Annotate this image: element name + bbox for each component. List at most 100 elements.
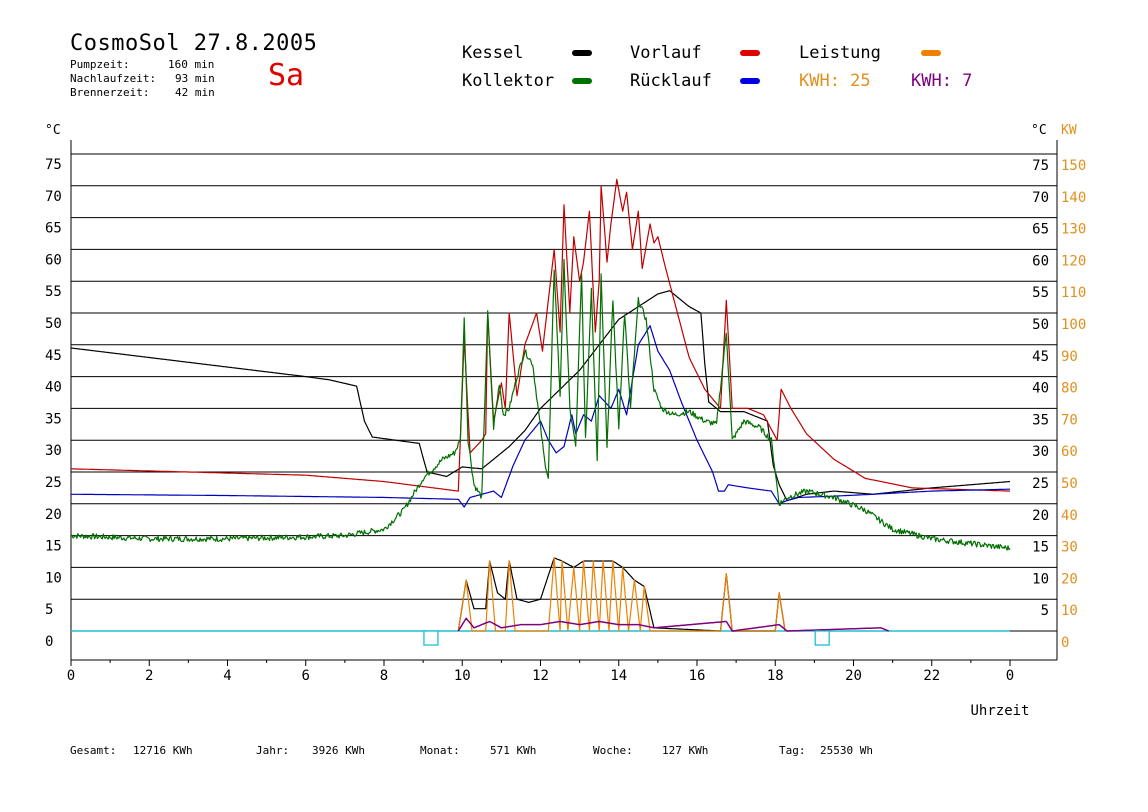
series-vorlauf [71, 178, 1011, 492]
y-tick-left: 75 [45, 157, 62, 173]
y-unit-left: °C [45, 123, 61, 138]
x-tick-label: 2 [145, 668, 153, 684]
legend-ruecklauf-swatch [740, 78, 760, 84]
y-tick-left: 30 [45, 443, 62, 459]
y-tick-right: 55 [1032, 285, 1049, 301]
y-tick-right: 65 [1032, 222, 1049, 238]
y-tick-kw: 100 [1061, 317, 1086, 333]
y-tick-right: 30 [1032, 444, 1049, 460]
y-tick-kw: 150 [1061, 158, 1086, 174]
footer-tag-label: Tag: [779, 744, 806, 757]
y-tick-right: 45 [1032, 349, 1049, 365]
time-marker [423, 630, 439, 646]
series-kollektorertrag-kw [457, 617, 889, 632]
legend-vorlauf-label: Vorlauf [630, 43, 702, 63]
footer-gesamt-value: 12716 KWh [133, 744, 193, 757]
stat-pumpzeit-value: 160 min [168, 58, 215, 71]
footer-jahr-value: 3926 KWh [312, 744, 365, 757]
y-tick-left: 60 [45, 252, 62, 268]
x-tick-label: 8 [380, 668, 388, 684]
legend-kollektor-swatch [572, 78, 592, 84]
y-tick-left: 5 [45, 602, 53, 618]
legend-kollektor-label: Kollektor [462, 71, 555, 91]
y-tick-kw: 50 [1061, 476, 1078, 492]
y-tick-kw: 120 [1061, 253, 1086, 269]
footer-monat-value: 571 KWh [490, 744, 537, 757]
x-tick-label: 22 [923, 668, 940, 684]
y-tick-kw: 40 [1061, 508, 1078, 524]
stat-nachlaufzeit-value: 93 min [175, 72, 215, 85]
y-tick-right: 5 [1041, 603, 1049, 619]
x-tick-label: 0 [1006, 668, 1014, 684]
footer-monat-label: Monat: [420, 744, 460, 757]
stat-nachlaufzeit-label: Nachlaufzeit: [70, 72, 157, 85]
x-tick-label: 20 [845, 668, 862, 684]
stat-pumpzeit-label: Pumpzeit: [70, 58, 130, 71]
chart-title: CosmoSol 27.8.2005 [70, 31, 318, 56]
footer-woche-value: 127 KWh [662, 744, 709, 757]
footer-gesamt-label: Gesamt: [70, 744, 117, 757]
legend-ruecklauf-label: Rücklauf [630, 71, 712, 91]
legend-kessel-swatch [572, 50, 592, 56]
x-tick-label: 16 [689, 668, 706, 684]
y-tick-kw: 10 [1061, 603, 1078, 619]
y-tick-left: 15 [45, 539, 62, 555]
legend-vorlauf-swatch [740, 50, 760, 56]
y-tick-right: 40 [1032, 381, 1049, 397]
y-tick-kw: 80 [1061, 381, 1078, 397]
y-tick-kw: 110 [1061, 285, 1086, 301]
x-tick-label: 6 [302, 668, 310, 684]
series-kollektor [70, 258, 1011, 551]
y-tick-left: 20 [45, 507, 62, 523]
y-tick-left: 50 [45, 316, 62, 332]
y-tick-left: 10 [45, 570, 62, 586]
weekday-label: Sa [268, 58, 305, 93]
stat-brennerzeit-label: Brennerzeit: [70, 86, 150, 99]
series-ruecklauf [71, 325, 1010, 508]
legend-kwh-collector: KWH: 7 [911, 71, 973, 91]
y-tick-right: 50 [1032, 317, 1049, 333]
x-tick-label: 18 [767, 668, 784, 684]
y-tick-kw: 70 [1061, 412, 1078, 428]
x-axis-label: Uhrzeit [970, 703, 1029, 719]
y-tick-kw: 60 [1061, 444, 1078, 460]
y-tick-right: 15 [1032, 540, 1049, 556]
y-tick-left: 65 [45, 221, 62, 237]
y-tick-left: 55 [45, 284, 62, 300]
legend-leistung-swatch [921, 50, 941, 56]
y-tick-left: 45 [45, 348, 62, 364]
legend-leistung-label: Leistung [799, 43, 881, 63]
legend-kwh-total: KWH: 25 [799, 71, 871, 91]
stat-brennerzeit-value: 42 min [175, 86, 215, 99]
x-tick-label: 0 [67, 668, 75, 684]
y-tick-right: 35 [1032, 412, 1049, 428]
y-tick-kw: 90 [1061, 349, 1078, 365]
y-tick-right: 60 [1032, 253, 1049, 269]
y-tick-left: 40 [45, 380, 62, 396]
y-tick-left: 0 [45, 634, 53, 650]
y-tick-kw: 140 [1061, 190, 1086, 206]
y-unit-kw: KW [1061, 123, 1077, 138]
footer-jahr-label: Jahr: [256, 744, 290, 757]
y-tick-kw: 130 [1061, 222, 1086, 238]
y-tick-left: 70 [45, 189, 62, 205]
series-kessel [70, 290, 1011, 502]
x-tick-label: 14 [610, 668, 627, 684]
series-leistung-kw [457, 557, 786, 632]
y-tick-left: 25 [45, 475, 62, 491]
y-tick-right: 25 [1032, 476, 1049, 492]
time-marker [814, 630, 830, 646]
y-tick-kw: 30 [1061, 540, 1078, 556]
y-tick-right: 20 [1032, 508, 1049, 524]
y-tick-right: 70 [1032, 190, 1049, 206]
y-tick-kw: 20 [1061, 571, 1078, 587]
y-tick-right: 10 [1032, 571, 1049, 587]
legend-kessel-label: Kessel [462, 43, 524, 63]
y-tick-kw: 0 [1061, 635, 1069, 651]
x-tick-label: 10 [454, 668, 471, 684]
y-tick-left: 35 [45, 411, 62, 427]
footer-tag-value: 25530 Wh [820, 744, 873, 757]
y-tick-right: 75 [1032, 158, 1049, 174]
footer-woche-label: Woche: [593, 744, 633, 757]
